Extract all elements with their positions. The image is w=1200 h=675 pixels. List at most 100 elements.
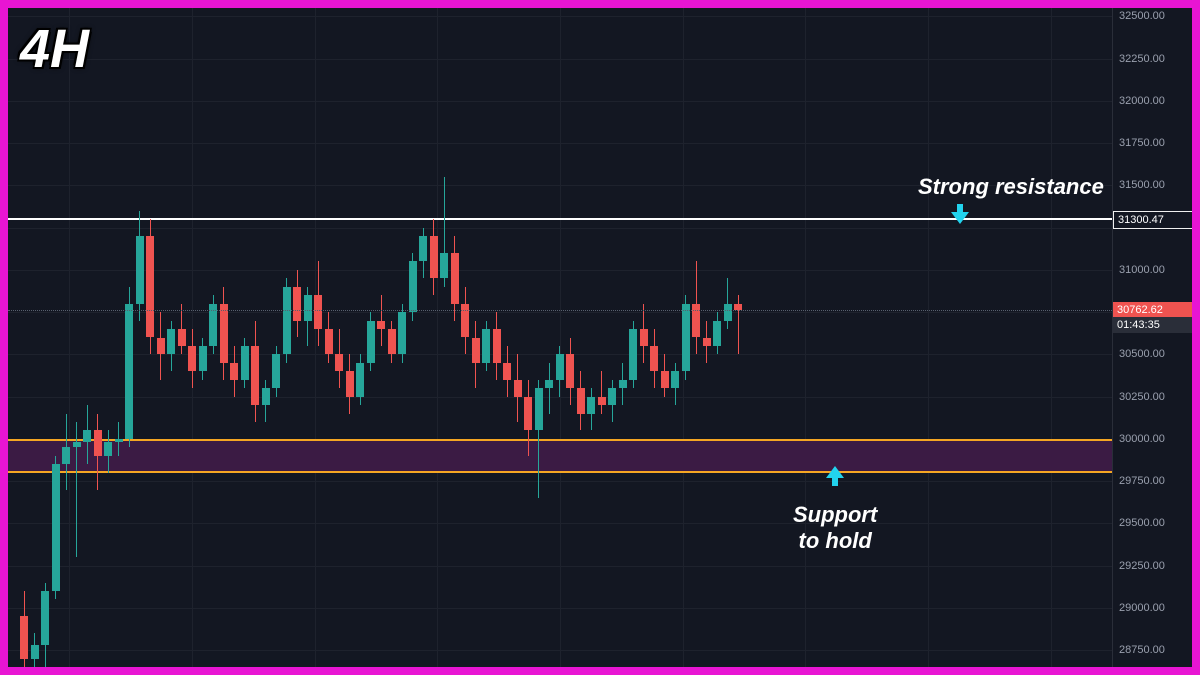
grid-line-horizontal	[8, 143, 1112, 144]
candle-body	[283, 287, 291, 355]
candle-body	[304, 295, 312, 320]
grid-line-horizontal	[8, 523, 1112, 524]
candle-body	[31, 645, 39, 659]
candle-body	[367, 321, 375, 363]
candle-body	[52, 464, 60, 591]
candle-body	[377, 321, 385, 329]
grid-line-vertical	[560, 8, 561, 667]
current-price-tag: 30762.62	[1113, 302, 1193, 318]
candle-body	[587, 397, 595, 414]
grid-line-vertical	[805, 8, 806, 667]
y-axis-tick: 32000.00	[1119, 95, 1165, 107]
candle-body	[451, 253, 459, 304]
grid-line-horizontal	[8, 59, 1112, 60]
grid-line-horizontal	[8, 566, 1112, 567]
y-axis-tick: 32500.00	[1119, 10, 1165, 22]
support-zone	[8, 439, 1112, 473]
chart-plot-area[interactable]: Strong resistanceSupport to hold	[8, 8, 1112, 667]
grid-line-vertical	[437, 8, 438, 667]
candle-body	[157, 338, 165, 355]
grid-line-vertical	[1051, 8, 1052, 667]
candle-body	[188, 346, 196, 371]
y-axis-tick: 31000.00	[1119, 264, 1165, 276]
grid-line-vertical	[928, 8, 929, 667]
y-axis-tick: 29250.00	[1119, 560, 1165, 572]
grid-line-horizontal	[8, 608, 1112, 609]
grid-line-horizontal	[8, 228, 1112, 229]
resistance-line	[8, 218, 1112, 220]
candle-body	[556, 354, 564, 379]
candle-body	[577, 388, 585, 413]
candle-wick	[549, 363, 550, 414]
candle-body	[713, 321, 721, 346]
candle-body	[251, 346, 259, 405]
candle-body	[314, 295, 322, 329]
candle-body	[535, 388, 543, 430]
candle-body	[650, 346, 658, 371]
candle-body	[398, 312, 406, 354]
y-axis-tick: 29750.00	[1119, 475, 1165, 487]
grid-line-horizontal	[8, 481, 1112, 482]
candle-body	[461, 304, 469, 338]
candle-body	[640, 329, 648, 346]
candle-body	[703, 338, 711, 346]
support-annotation: Support to hold	[793, 502, 877, 554]
candle-body	[167, 329, 175, 354]
y-axis-tick: 30250.00	[1119, 391, 1165, 403]
candle-body	[262, 388, 270, 405]
candle-body	[178, 329, 186, 346]
candle-body	[356, 363, 364, 397]
candle-body	[346, 371, 354, 396]
candle-body	[472, 338, 480, 363]
candle-body	[409, 261, 417, 312]
candle-body	[20, 616, 28, 658]
candle-body	[146, 236, 154, 337]
candle-body	[482, 329, 490, 363]
grid-line-horizontal	[8, 270, 1112, 271]
candle-body	[220, 304, 228, 363]
candle-body	[440, 253, 448, 278]
grid-line-horizontal	[8, 101, 1112, 102]
candle-body	[724, 304, 732, 321]
y-axis: 32500.00 32250.00 32000.00 31750.00 31500.00…	[1112, 8, 1192, 667]
candle-body	[419, 236, 427, 261]
candle-body	[115, 439, 123, 442]
candle-body	[430, 236, 438, 278]
candle-body	[136, 236, 144, 304]
y-axis-tick: 29500.00	[1119, 517, 1165, 529]
candle-body	[514, 380, 522, 397]
candle-body	[199, 346, 207, 371]
candle-body	[608, 388, 616, 405]
candle-body	[272, 354, 280, 388]
y-axis-tick: 28750.00	[1119, 644, 1165, 656]
arrow-up-icon	[823, 464, 847, 493]
y-axis-tick: 31500.00	[1119, 179, 1165, 191]
candle-body	[545, 380, 553, 388]
y-axis-tick: 31750.00	[1119, 137, 1165, 149]
candle-body	[682, 304, 690, 372]
candle-body	[293, 287, 301, 321]
candle-body	[671, 371, 679, 388]
candle-wick	[601, 371, 602, 413]
candle-body	[230, 363, 238, 380]
candle-body	[493, 329, 501, 363]
candle-body	[325, 329, 333, 354]
candle-body	[619, 380, 627, 388]
y-axis-tick: 29000.00	[1119, 602, 1165, 614]
candle-body	[125, 304, 133, 439]
resistance-price-tag: 31300.47	[1113, 211, 1193, 229]
candle-body	[241, 346, 249, 380]
y-axis-tick: 30500.00	[1119, 348, 1165, 360]
candle-body	[104, 442, 112, 456]
candle-body	[598, 397, 606, 405]
candle-body	[94, 430, 102, 455]
chart-frame: Strong resistanceSupport to hold 32500.0…	[0, 0, 1200, 675]
grid-line-horizontal	[8, 650, 1112, 651]
grid-line-horizontal	[8, 312, 1112, 313]
y-axis-tick: 32250.00	[1119, 53, 1165, 65]
candle-body	[73, 442, 81, 447]
grid-line-horizontal	[8, 16, 1112, 17]
arrow-down-icon	[948, 202, 972, 231]
candle-body	[503, 363, 511, 380]
candle-body	[335, 354, 343, 371]
